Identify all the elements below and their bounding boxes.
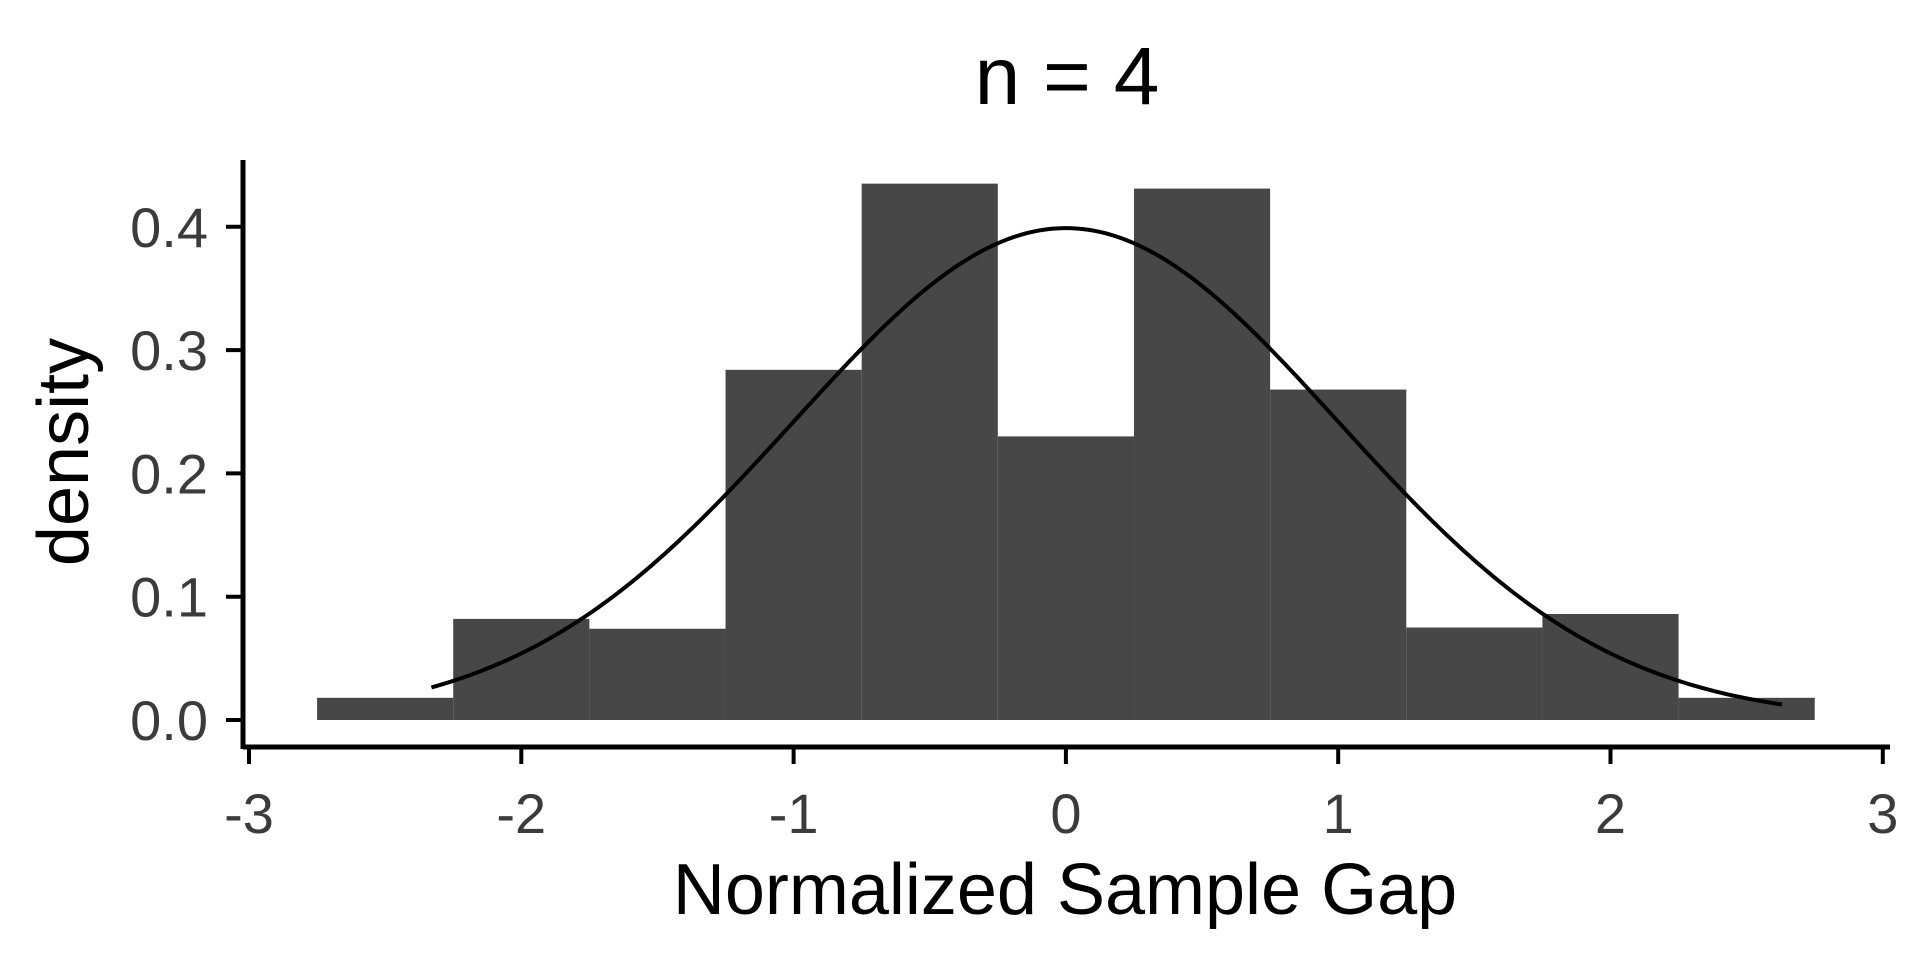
x-tick-label: -1 xyxy=(769,782,819,845)
histogram-bar-8 xyxy=(1270,389,1407,720)
x-axis-ticks: -3 -2 -1 0 1 2 3 xyxy=(224,747,1898,845)
y-tick-label: 0.3 xyxy=(130,319,208,382)
histogram-bar-5 xyxy=(861,183,998,720)
histogram-bar-2 xyxy=(453,618,590,720)
x-tick-label: -2 xyxy=(496,782,546,845)
y-tick-label: 0.4 xyxy=(130,196,208,259)
y-axis-ticks: 0.0 0.1 0.2 0.3 0.4 xyxy=(130,196,243,752)
chart-title: n = 4 xyxy=(975,31,1160,122)
x-tick-label: -3 xyxy=(224,782,274,845)
y-tick-label: 0.0 xyxy=(130,689,208,752)
histogram-bar-3 xyxy=(589,628,726,720)
y-tick-label: 0.2 xyxy=(130,442,208,505)
normal-curve xyxy=(430,226,1783,707)
histogram-bar-11 xyxy=(1678,697,1815,720)
normal-density-curve xyxy=(430,226,1783,707)
x-tick-label: 3 xyxy=(1867,782,1898,845)
y-axis-title: density xyxy=(24,338,104,566)
y-tick-label: 0.1 xyxy=(130,566,208,629)
histogram-bar-10 xyxy=(1542,613,1679,720)
x-tick-label: 0 xyxy=(1050,782,1081,845)
histogram-bar-6 xyxy=(997,436,1134,720)
histogram-bar-4 xyxy=(725,369,862,720)
histogram-bar-9 xyxy=(1406,627,1543,720)
histogram-bar-1 xyxy=(317,697,454,720)
x-tick-label: 2 xyxy=(1595,782,1626,845)
x-axis-title: Normalized Sample Gap xyxy=(673,850,1457,930)
histogram-bar-7 xyxy=(1133,188,1271,720)
histogram-bars xyxy=(317,183,1815,720)
x-tick-label: 1 xyxy=(1323,782,1354,845)
